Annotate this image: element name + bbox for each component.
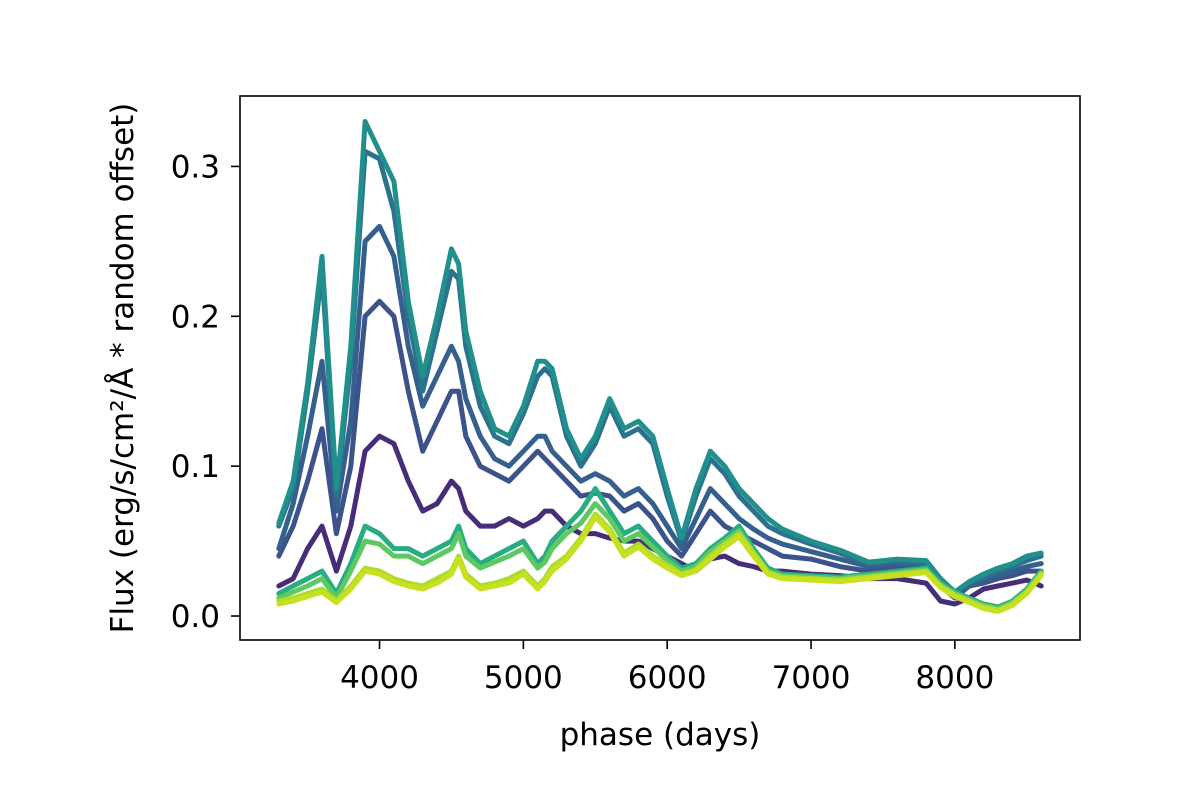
y-tick-label: 0.3 — [171, 149, 220, 185]
y-axis-label: Flux (erg/s/cm²/Å * random offset) — [105, 103, 141, 634]
x-tick-label: 6000 — [628, 660, 707, 696]
x-tick-label: 4000 — [340, 660, 419, 696]
series-line-6 — [276, 486, 1044, 610]
series-line-3 — [276, 223, 1044, 598]
y-tick-label: 0.1 — [171, 449, 220, 485]
series-line-5 — [276, 119, 1044, 595]
x-tick-label: 7000 — [772, 660, 851, 696]
series-line-1 — [276, 433, 1044, 607]
series-layer — [276, 119, 1044, 614]
x-tick-label: 8000 — [915, 660, 994, 696]
plot-frame — [239, 95, 1081, 641]
y-tick-label: 0.0 — [171, 599, 220, 635]
x-tick-label: 5000 — [484, 660, 563, 696]
x-axis-label: phase (days) — [560, 717, 761, 753]
x-axis-ticks: 4000 5000 6000 7000 8000 — [340, 640, 994, 696]
series-line-9 — [276, 514, 1044, 614]
y-axis-ticks: 0.0 0.1 0.2 0.3 — [171, 149, 240, 635]
y-tick-label: 0.2 — [171, 299, 220, 335]
